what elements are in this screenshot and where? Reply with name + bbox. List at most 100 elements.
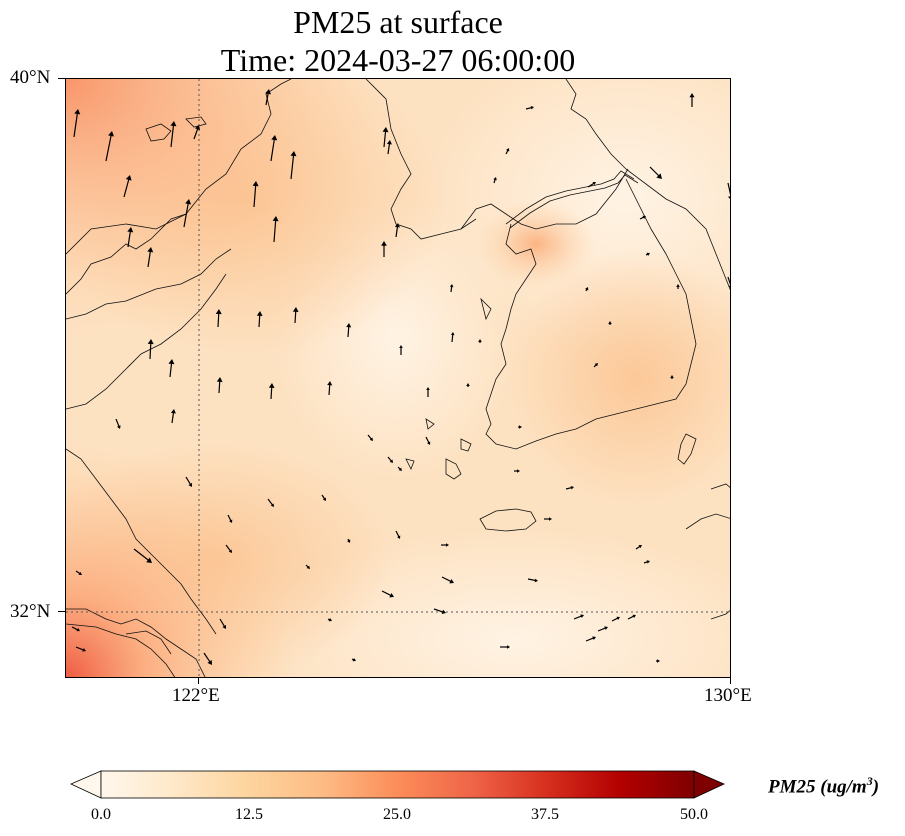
- colorbar-tick-4: 50.0: [680, 806, 708, 823]
- lat-tick-mark-40N: [58, 78, 65, 79]
- wind-vector-head: [290, 151, 297, 157]
- wind-vector: [294, 309, 297, 324]
- wind-vector: [395, 225, 399, 238]
- wind-vector-head: [689, 93, 695, 98]
- wind-vector-head: [478, 339, 482, 342]
- wind-vector-head: [381, 241, 387, 246]
- wind-vector-head: [427, 441, 431, 445]
- wind-vector-head: [389, 593, 394, 598]
- wind-vector: [127, 229, 132, 248]
- wind-vector-head: [76, 628, 80, 632]
- lon-tick-130E: 130°E: [704, 685, 752, 706]
- wind-vector-head: [585, 287, 589, 291]
- wind-vector: [73, 111, 79, 138]
- wind-vector-head: [517, 469, 520, 473]
- colorbar-extend-min: [70, 770, 102, 799]
- wind-vector-head: [506, 148, 510, 152]
- wind-vector-head: [594, 363, 598, 367]
- wind-vector-head: [147, 247, 154, 253]
- wind-vector: [587, 182, 595, 188]
- wind-vector-head: [194, 125, 201, 131]
- colorbar-tick-2: 25.0: [383, 806, 411, 823]
- wind-vector: [347, 325, 350, 338]
- wind-vector-head: [352, 658, 356, 662]
- wind-vector: [183, 201, 190, 228]
- wind-vector: [290, 153, 295, 180]
- wind-vector: [328, 383, 331, 396]
- wind-vector: [123, 177, 130, 198]
- wind-vector-head: [616, 616, 620, 620]
- wind-vector-head: [493, 177, 497, 181]
- wind-vector: [149, 341, 152, 360]
- wind-vector: [115, 418, 120, 428]
- wind-vector-head: [642, 215, 646, 219]
- wind-vector-head: [449, 579, 454, 584]
- wind-vector-head: [441, 609, 446, 614]
- wind-vector-head: [346, 323, 352, 328]
- wind-vector-head: [292, 307, 299, 312]
- wind-vector-head: [74, 109, 81, 115]
- lat-tick-mark-32N: [58, 611, 65, 612]
- wind-vector-head: [580, 614, 584, 618]
- wind-vector-head: [146, 557, 152, 563]
- wind-vector: [433, 608, 445, 613]
- wind-vector: [218, 379, 221, 394]
- wind-vector-head: [728, 285, 730, 288]
- wind-vector-head: [222, 624, 226, 629]
- wind-vector: [203, 652, 212, 664]
- wind-vector-head: [592, 182, 596, 186]
- wind-vector: [573, 615, 583, 620]
- wind-vector-head: [449, 284, 454, 288]
- wind-vector-head: [519, 425, 522, 429]
- wind-vector-head: [127, 227, 134, 233]
- colorbar-tick-3: 37.5: [531, 806, 559, 823]
- wind-vector-head: [108, 131, 114, 137]
- wind-vector-head: [347, 539, 351, 543]
- wind-vector-head: [215, 309, 222, 315]
- wind-vector: [225, 544, 232, 552]
- wind-vector-head: [268, 383, 275, 388]
- wind-vector: [383, 129, 387, 148]
- wind-vector: [185, 476, 192, 486]
- wind-vector: [133, 548, 151, 562]
- wind-vector: [219, 618, 226, 628]
- wind-vector-head: [170, 121, 177, 127]
- wind-vector: [527, 578, 537, 582]
- wind-vector: [381, 590, 393, 597]
- wind-vector: [585, 637, 595, 642]
- wind-vector-head: [670, 375, 674, 378]
- wind-vector: [727, 182, 730, 195]
- wind-vector: [273, 218, 277, 243]
- wind-vector-head: [466, 383, 470, 386]
- wind-vector-head: [188, 482, 192, 487]
- wind-vector-head: [638, 545, 642, 549]
- wind-vector-head: [272, 216, 279, 222]
- wind-vector-head: [125, 175, 132, 181]
- wind-vector-head: [676, 284, 680, 287]
- wind-vector: [451, 333, 454, 343]
- wind-vector: [193, 127, 199, 140]
- wind-vector: [253, 183, 257, 208]
- wind-vector: [169, 361, 173, 378]
- wind-vector: [75, 646, 85, 651]
- colorbar-tick-0: 0.0: [91, 806, 111, 823]
- wind-vector-head: [369, 437, 373, 441]
- wind-vector-head: [608, 321, 612, 324]
- wind-vector-head: [570, 485, 574, 490]
- wind-vector-head: [256, 311, 263, 316]
- wind-vector: [387, 142, 391, 155]
- wind-vector-head: [646, 560, 650, 564]
- colorbar: [70, 770, 725, 799]
- wind-vector: [597, 627, 607, 632]
- map-subtitle-time: Time: 2024-03-27 06:00:00: [220, 42, 576, 78]
- wind-vector: [267, 498, 274, 506]
- colorbar-gradient: [100, 770, 695, 799]
- wind-vector-head: [117, 425, 121, 429]
- wind-vector-head: [265, 89, 271, 95]
- wind-vector-head: [632, 614, 636, 618]
- wind-vector-head: [507, 645, 510, 649]
- wind-vector-head: [327, 381, 333, 386]
- wind-vector: [649, 166, 661, 178]
- wind-vector-head: [399, 345, 403, 348]
- wind-vector-head: [450, 332, 455, 336]
